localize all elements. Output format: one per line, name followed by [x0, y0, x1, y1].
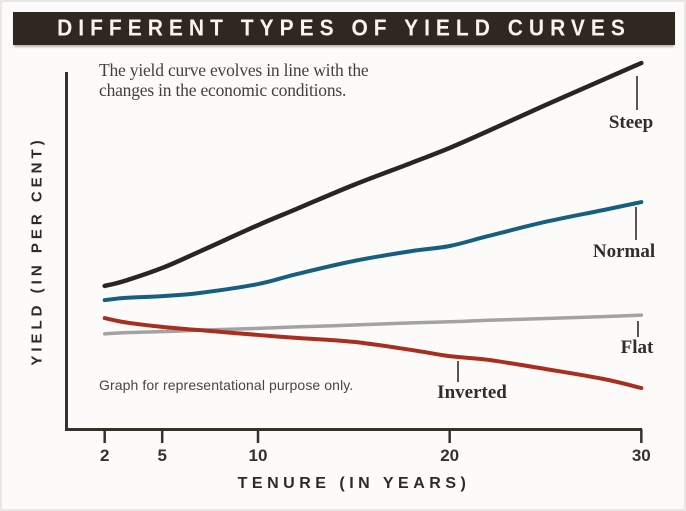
chart-title-bar: DIFFERENT TYPES OF YIELD CURVES: [13, 12, 675, 45]
x-tick-label-30: 30: [632, 446, 651, 465]
curve-label-normal: Normal: [593, 241, 655, 262]
curve-inverted: [102, 316, 644, 391]
x-tick-label-2: 2: [100, 446, 109, 465]
page-title: DIFFERENT TYPES OF YIELD CURVES: [57, 15, 631, 41]
curve-label-inverted: Inverted: [437, 382, 507, 403]
curve-steep: [102, 60, 644, 289]
x-tick-label-5: 5: [157, 446, 166, 465]
curve-normal: [102, 200, 644, 303]
x-tick-label-20: 20: [440, 446, 459, 465]
annotation-line-1: The yield curve evolves in line with the: [99, 60, 369, 80]
x-axis-title: TENURE (IN YEARS): [237, 475, 471, 492]
curve-flat: [102, 313, 644, 336]
x-tick-label-10: 10: [249, 446, 268, 465]
disclaimer-text: Graph for representational purpose only.: [99, 377, 354, 393]
curve-label-steep: Steep: [609, 112, 653, 133]
chart-annotation: The yield curve evolves in line with the…: [99, 60, 409, 100]
curve-label-flat: Flat: [621, 337, 654, 358]
y-axis-title: YIELD (IN PER CENT): [28, 136, 46, 366]
axis-lines: [65, 72, 642, 431]
annotation-line-2: changes in the economic conditions.: [99, 79, 347, 100]
